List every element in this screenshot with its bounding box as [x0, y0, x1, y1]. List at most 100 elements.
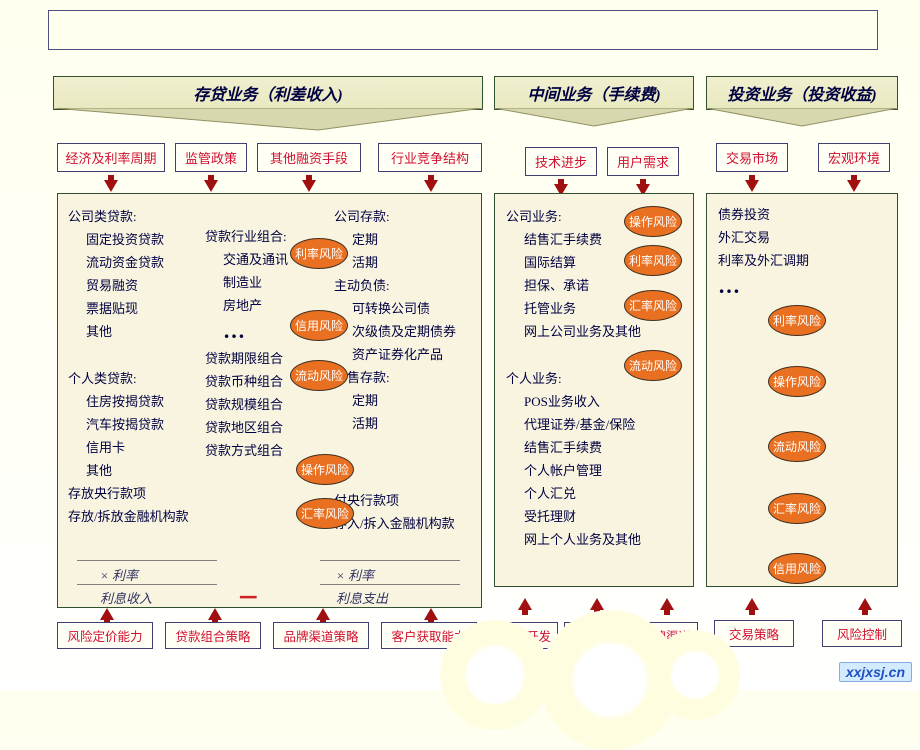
label: 定期	[334, 229, 474, 248]
factor-tech: 技术进步	[525, 147, 597, 176]
risk-rate: 利率风险	[290, 238, 348, 269]
divider	[320, 584, 460, 585]
label: 汽车按揭贷款	[68, 414, 218, 433]
label: 主动负债:	[334, 275, 474, 294]
label: 定期	[334, 390, 474, 409]
minus-icon: −	[238, 588, 259, 606]
risk-fx: 汇率风险	[296, 498, 354, 529]
label: 外汇交易	[718, 227, 888, 246]
divider	[77, 584, 217, 585]
label: 制造业	[205, 272, 325, 291]
col1-left: 公司类贷款: 固定投资贷款 流动资金贷款 贸易融资 票据贴现 其他 个人类贷款:…	[68, 202, 218, 529]
calc-label: × 利率	[336, 565, 374, 584]
label: 住房按揭贷款	[68, 391, 218, 410]
factor-industry: 行业竞争结构	[378, 143, 482, 172]
col3-content: 债券投资 外汇交易 利率及外汇调期 …	[718, 200, 888, 303]
label: 结售汇手续费	[506, 437, 686, 456]
arrow-up-icon	[660, 598, 674, 610]
factor-market: 交易市场	[716, 143, 788, 172]
factor-finance: 其他融资手段	[257, 143, 361, 172]
daisy-icon	[650, 630, 740, 720]
label: 贷款地区组合	[205, 417, 325, 436]
label: 票据贴现	[68, 298, 218, 317]
risk-fx: 汇率风险	[624, 290, 682, 321]
label: 个人类贷款:	[68, 368, 218, 387]
label: 存放/拆放金融机构款	[68, 506, 218, 525]
label: 利率及外汇调期	[718, 250, 888, 269]
label: 公司类贷款:	[68, 206, 218, 225]
calc-label: 利息收入	[100, 588, 152, 607]
ellipsis-icon: …	[718, 273, 888, 299]
factor-reg: 监管政策	[175, 143, 247, 172]
risk-rate: 利率风险	[624, 245, 682, 276]
factor-demand: 用户需求	[607, 147, 679, 176]
label: 存放央行款项	[68, 483, 218, 502]
label: 公司存款:	[334, 206, 474, 225]
arrow-up-icon	[858, 598, 872, 610]
bottom-loan-strategy: 贷款组合策略	[165, 622, 261, 649]
label: 其他	[68, 460, 218, 479]
risk-rate: 利率风险	[768, 305, 826, 336]
label: 零售存款:	[334, 367, 474, 386]
label: 信用卡	[68, 437, 218, 456]
arrow-up-icon	[316, 608, 330, 620]
label: 贸易融资	[68, 275, 218, 294]
label: POS业务收入	[506, 391, 686, 410]
label: 债券投资	[718, 204, 888, 223]
arrow-down-icon	[847, 180, 861, 192]
risk-fx: 汇率风险	[768, 493, 826, 524]
risk-credit: 信用风险	[290, 310, 348, 341]
label: 活期	[334, 413, 474, 432]
arrow-up-icon	[100, 608, 114, 620]
label: 活期	[334, 252, 474, 271]
label: 资产证券化产品	[334, 344, 474, 363]
calc-label: × 利率	[100, 565, 138, 584]
bottom-riskctl: 风险控制	[822, 620, 902, 647]
risk-liq: 流动风险	[624, 350, 682, 381]
label: 个人汇兑	[506, 483, 686, 502]
arrow-down-icon	[424, 180, 438, 192]
divider	[320, 560, 460, 561]
risk-liq: 流动风险	[290, 360, 348, 391]
label: 流动资金贷款	[68, 252, 218, 271]
arrow-down-icon	[302, 180, 316, 192]
risk-op: 操作风险	[624, 206, 682, 237]
label: 网上公司业务及其他	[506, 321, 686, 340]
arrow-down-icon	[745, 180, 759, 192]
label: 贷款规模组合	[205, 394, 325, 413]
label: 可转换公司债	[334, 298, 474, 317]
arrow-up-icon	[424, 608, 438, 620]
risk-op: 操作风险	[296, 454, 354, 485]
header-investment: 投资业务（投资收益)	[706, 76, 898, 110]
arrow-up-icon	[208, 608, 222, 620]
bottom-pricing: 风险定价能力	[57, 622, 153, 649]
calc-label: 利息支出	[336, 588, 388, 607]
label: 固定投资贷款	[68, 229, 218, 248]
col1-right: 公司存款: 定期 活期 主动负债: 可转换公司债 次级债及定期债券 资产证券化产…	[334, 202, 474, 536]
watermark: xxjxsj.cn	[839, 662, 912, 682]
daisy-icon	[440, 620, 550, 730]
arrow-up-icon	[590, 598, 604, 610]
label: 网上个人业务及其他	[506, 529, 686, 548]
bottom-brand1: 品牌渠道策略	[273, 622, 369, 649]
arrow-up-icon	[745, 598, 759, 610]
outer-frame	[48, 10, 878, 50]
label: 付央行款项	[334, 490, 474, 509]
label: 存入/拆入金融机构款	[334, 513, 474, 532]
label: 受托理财	[506, 506, 686, 525]
factor-macro: 宏观环境	[818, 143, 890, 172]
label: 其他	[68, 321, 218, 340]
label: 次级债及定期债券	[334, 321, 474, 340]
arrow-down-icon	[204, 180, 218, 192]
risk-liq: 流动风险	[768, 431, 826, 462]
header-intermediary: 中间业务（手续费)	[494, 76, 694, 110]
arrow-down-icon	[104, 180, 118, 192]
risk-credit: 信用风险	[768, 553, 826, 584]
label: 个人帐户管理	[506, 460, 686, 479]
risk-op: 操作风险	[768, 366, 826, 397]
divider	[77, 560, 217, 561]
arrow-up-icon	[518, 598, 532, 610]
header-lending: 存贷业务（利差收入)	[53, 76, 483, 110]
connector-svg	[53, 108, 898, 138]
factor-econ: 经济及利率周期	[57, 143, 165, 172]
